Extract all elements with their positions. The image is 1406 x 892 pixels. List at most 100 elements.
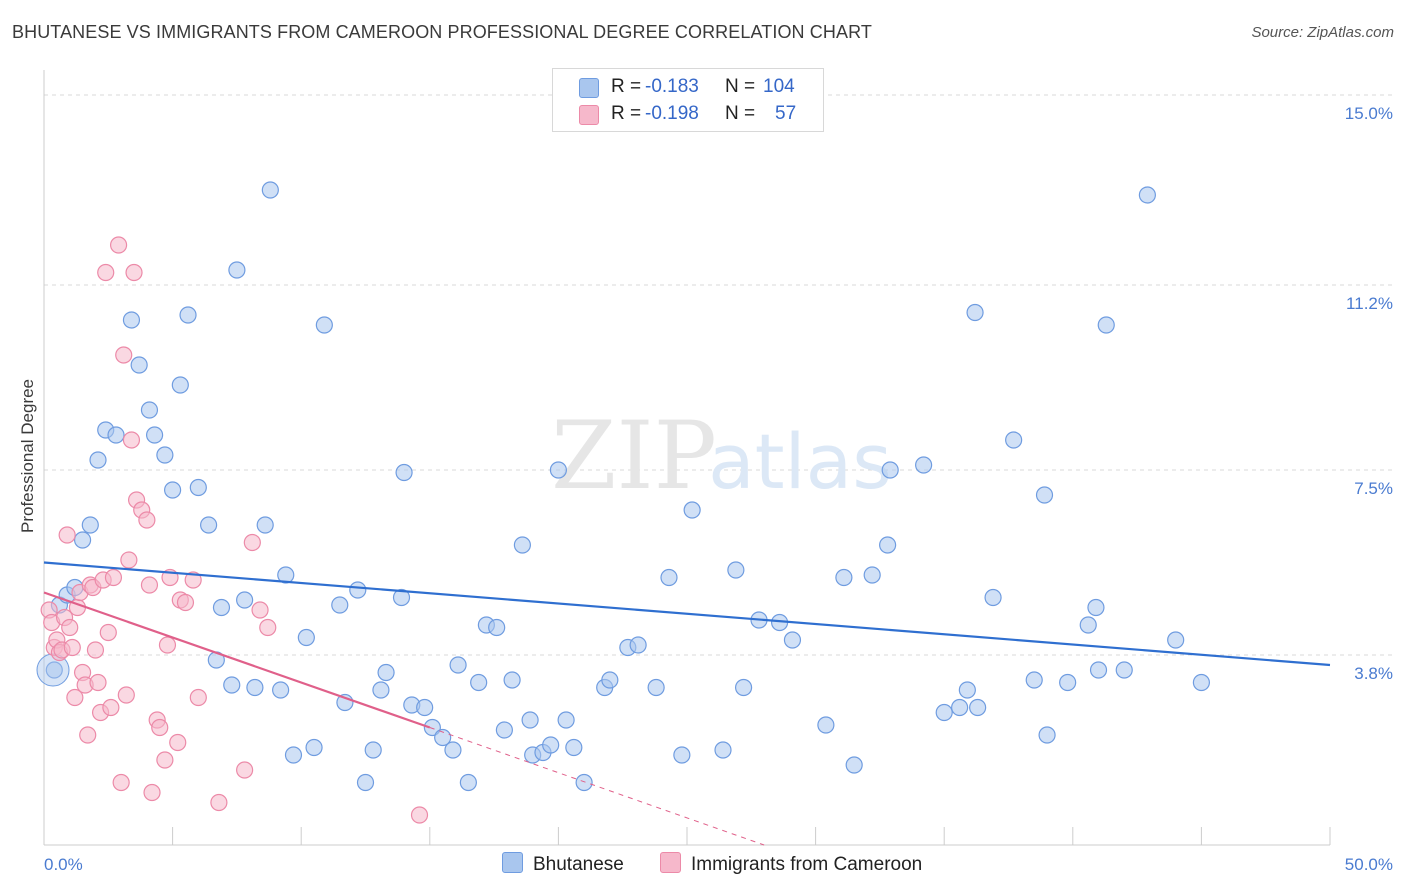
- point-cameroon: [151, 718, 169, 737]
- point-cameroon: [243, 533, 261, 552]
- point-bhutanese: [673, 746, 691, 764]
- point-cameroon: [112, 773, 130, 792]
- point-bhutanese: [542, 736, 560, 754]
- point-cameroon: [236, 761, 254, 779]
- point-cameroon: [143, 783, 161, 802]
- point-bhutanese: [1097, 316, 1115, 334]
- point-bhutanese: [915, 456, 933, 474]
- watermark-atlas: atlas: [708, 417, 892, 506]
- point-bhutanese: [331, 596, 349, 614]
- point-bhutanese: [835, 568, 853, 587]
- gridlines: [44, 94, 1393, 656]
- point-bhutanese: [549, 461, 568, 479]
- bottom-legend-swatch-pink: [660, 852, 681, 873]
- y-tick-label: 3.8%: [1354, 664, 1393, 683]
- point-cameroon: [251, 601, 269, 619]
- point-bhutanese: [171, 376, 189, 394]
- y-tick-labels: 3.8% 7.5% 11.2% 15.0%: [1345, 104, 1393, 683]
- point-bhutanese: [845, 756, 863, 774]
- point-cameroon: [184, 571, 202, 589]
- point-bhutanese: [416, 698, 434, 717]
- legend-swatch-blue: [579, 78, 599, 98]
- point-bhutanese: [256, 516, 274, 534]
- bottom-legend-cameroon: Immigrants from Cameroon: [660, 852, 922, 876]
- point-cameroon: [79, 726, 97, 744]
- point-bhutanese: [488, 618, 506, 637]
- series-bhutanese: [36, 181, 1211, 792]
- y-tick-label: 7.5%: [1354, 479, 1393, 498]
- point-bhutanese: [714, 741, 732, 759]
- legend-n-label: N =: [725, 103, 756, 124]
- legend-n-value: 57: [775, 103, 797, 124]
- point-bhutanese: [349, 581, 367, 599]
- point-bhutanese: [372, 681, 390, 699]
- point-bhutanese: [145, 426, 164, 444]
- point-bhutanese: [503, 671, 521, 689]
- point-bhutanese: [565, 738, 583, 757]
- point-bhutanese: [966, 303, 984, 322]
- point-bhutanese: [734, 678, 753, 697]
- series-cameroon: [40, 236, 429, 824]
- legend-n-value: 104: [763, 76, 795, 97]
- point-cameroon: [109, 236, 128, 254]
- point-bhutanese: [1025, 671, 1043, 689]
- point-bhutanese: [1192, 673, 1211, 692]
- point-cameroon: [58, 526, 76, 544]
- trend-line-bhutanese: [43, 561, 1331, 667]
- trend-lines: [43, 561, 1331, 846]
- point-bhutanese: [1035, 486, 1054, 504]
- point-cameroon: [115, 346, 133, 364]
- point-cameroon: [125, 263, 143, 282]
- point-cameroon: [102, 698, 120, 717]
- y-axis-label: Professional Degree: [18, 379, 37, 533]
- point-bhutanese: [935, 703, 953, 722]
- legend-n-label: N =: [725, 76, 756, 97]
- point-bhutanese: [434, 728, 452, 747]
- point-bhutanese: [122, 311, 141, 329]
- point-cameroon: [189, 688, 207, 707]
- point-bhutanese: [305, 738, 323, 757]
- x-tick-label-max: 50.0%: [1345, 855, 1393, 874]
- legend-r-value: -0.183: [645, 76, 699, 97]
- point-bhutanese: [1079, 616, 1097, 634]
- point-bhutanese: [200, 516, 218, 534]
- source-label: Source: ZipAtlas.com: [1251, 24, 1394, 41]
- point-cameroon: [140, 576, 159, 594]
- point-bhutanese: [212, 598, 231, 617]
- point-cameroon: [122, 431, 141, 449]
- point-cameroon: [138, 511, 156, 529]
- point-bhutanese: [356, 773, 375, 792]
- point-cameroon: [210, 793, 228, 812]
- point-bhutanese: [449, 656, 467, 674]
- point-cameroon: [259, 618, 277, 637]
- point-bhutanese: [395, 463, 413, 482]
- point-bhutanese: [783, 631, 802, 649]
- point-bhutanese: [377, 663, 395, 682]
- point-bhutanese: [879, 536, 897, 554]
- point-bhutanese: [660, 568, 678, 587]
- point-bhutanese: [272, 681, 290, 699]
- watermark-zip: ZIP: [551, 402, 717, 511]
- point-bhutanese: [444, 741, 462, 759]
- point-bhutanese: [727, 561, 745, 579]
- point-bhutanese: [1115, 661, 1133, 679]
- point-bhutanese: [130, 356, 148, 374]
- point-bhutanese: [557, 711, 575, 729]
- point-bhutanese: [73, 531, 92, 549]
- watermark: ZIP atlas: [551, 402, 892, 511]
- point-cameroon: [156, 751, 174, 769]
- point-cameroon: [169, 733, 187, 752]
- point-bhutanese: [1038, 726, 1056, 744]
- point-cameroon: [120, 551, 138, 569]
- point-bhutanese: [575, 773, 593, 792]
- point-bhutanese: [223, 676, 241, 694]
- legend-swatch-pink: [579, 105, 599, 125]
- point-bhutanese: [1087, 598, 1105, 617]
- legend-r-label: R =: [611, 103, 642, 124]
- point-bhutanese: [277, 566, 295, 584]
- chart-title: BHUTANESE VS IMMIGRANTS FROM CAMEROON PR…: [12, 22, 872, 42]
- point-bhutanese: [984, 588, 1002, 607]
- point-bhutanese: [81, 516, 99, 534]
- point-bhutanese: [189, 478, 207, 497]
- point-cameroon: [176, 593, 195, 612]
